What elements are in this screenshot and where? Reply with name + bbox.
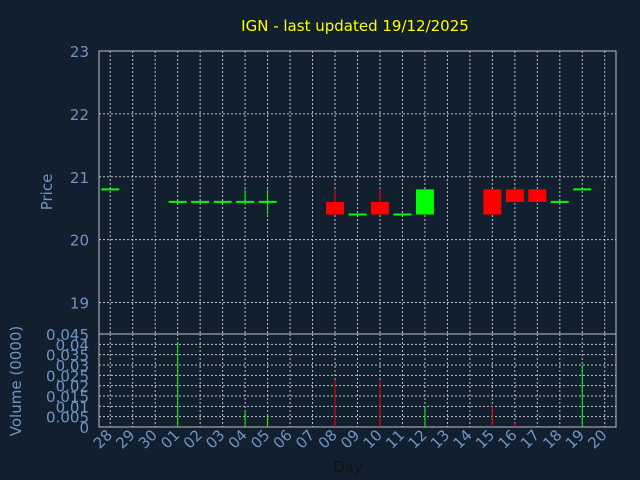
candle-body — [326, 201, 345, 215]
x-tick-label: 20 — [584, 426, 610, 452]
volume-tick-label: 0.015 — [46, 388, 89, 406]
candle-body — [505, 189, 524, 202]
x-axis-ticks: 2829300102030405060708091011121314151617… — [90, 426, 611, 452]
volume-tick-label: 0.03 — [56, 357, 89, 375]
day-axis-label: Day — [333, 458, 363, 476]
volume-tick-label: 0.01 — [56, 398, 89, 416]
candle-body — [370, 201, 389, 215]
volume-tick-label: 0.045 — [46, 326, 89, 344]
volume-axis-label: Volume (0000) — [7, 326, 25, 436]
volume-tick-label: 0.035 — [46, 347, 89, 365]
volume-tick-label: 0.02 — [56, 378, 89, 396]
candle-body — [528, 189, 547, 202]
price-panel: 19 20 21 22 23 — [70, 43, 617, 335]
volume-panel: 00.0050.010.0150.020.0250.030.0350.040.0… — [46, 326, 617, 437]
volume-tick-label: 0 — [79, 419, 89, 437]
chart-title: IGN - last updated 19/12/2025 — [241, 17, 469, 35]
volume-tick-label: 0.005 — [46, 409, 89, 427]
price-tick-label: 22 — [70, 106, 89, 124]
price-axis-label: Price — [38, 174, 56, 211]
volume-tick-label: 0.04 — [56, 336, 89, 354]
candle-body — [483, 189, 502, 215]
price-tick-label: 20 — [70, 232, 89, 250]
price-tick-label: 23 — [70, 43, 89, 61]
candle-body — [415, 189, 434, 215]
volume-tick-label: 0.025 — [46, 367, 89, 385]
price-tick-label: 19 — [70, 295, 89, 313]
price-tick-label: 21 — [70, 169, 89, 187]
